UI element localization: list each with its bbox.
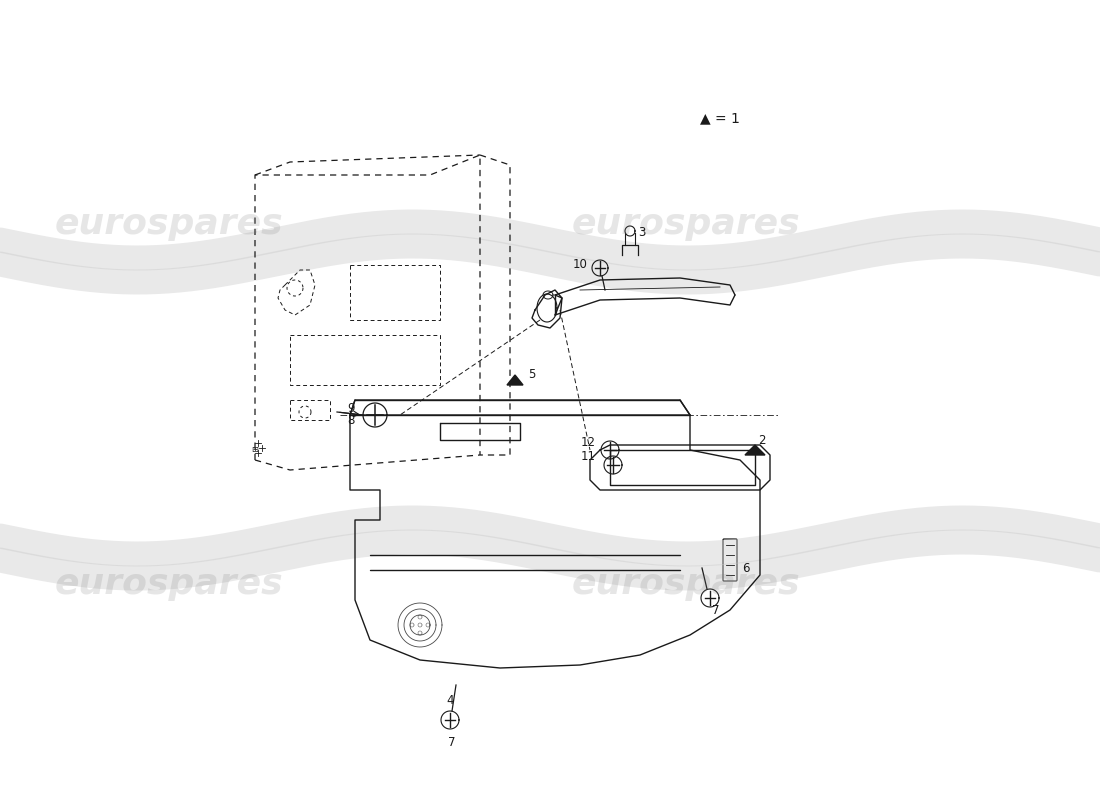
Text: 7: 7 [712,603,719,617]
Text: eurospares: eurospares [55,567,284,601]
Text: eurospares: eurospares [572,207,801,241]
Text: 6: 6 [742,562,749,574]
FancyBboxPatch shape [723,539,737,581]
Text: 2: 2 [758,434,766,446]
Text: 11: 11 [581,450,596,462]
Text: eurospares: eurospares [572,567,801,601]
Text: 7: 7 [449,735,455,749]
Polygon shape [745,445,764,455]
Text: 12: 12 [581,437,596,450]
Text: eurospares: eurospares [55,207,284,241]
Polygon shape [507,375,522,385]
Text: 4: 4 [447,694,453,706]
Text: ▲ = 1: ▲ = 1 [700,111,740,125]
Text: 3: 3 [638,226,646,238]
Text: ⊞: ⊞ [252,446,258,454]
Text: 5: 5 [528,369,536,382]
Text: 9: 9 [348,402,355,414]
Text: 8: 8 [348,414,355,426]
Text: 10: 10 [573,258,588,271]
